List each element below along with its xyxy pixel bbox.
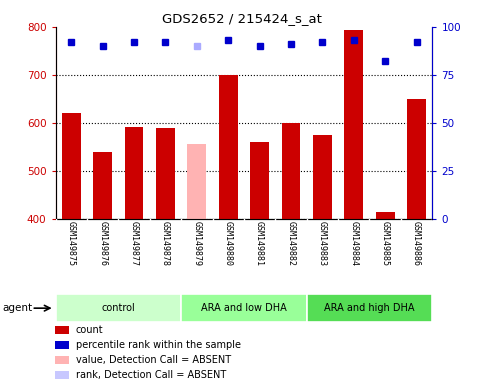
Bar — [344, 30, 363, 219]
Bar — [55, 356, 69, 364]
Bar — [62, 113, 81, 219]
Bar — [55, 341, 69, 349]
Text: control: control — [101, 303, 135, 313]
Text: percentile rank within the sample: percentile rank within the sample — [75, 340, 241, 350]
Text: GSM149885: GSM149885 — [381, 221, 390, 266]
Bar — [93, 152, 112, 219]
Bar — [181, 295, 307, 322]
Bar — [125, 127, 143, 219]
Bar — [282, 123, 300, 219]
Text: GSM149882: GSM149882 — [286, 221, 296, 266]
Text: GSM149883: GSM149883 — [318, 221, 327, 266]
Text: ARA and low DHA: ARA and low DHA — [201, 303, 287, 313]
Bar — [187, 144, 206, 219]
Bar — [156, 127, 175, 219]
Text: GSM149876: GSM149876 — [98, 221, 107, 266]
Text: GSM149886: GSM149886 — [412, 221, 421, 266]
Text: GSM149875: GSM149875 — [67, 221, 76, 266]
Text: rank, Detection Call = ABSENT: rank, Detection Call = ABSENT — [75, 370, 226, 380]
Text: GSM149884: GSM149884 — [349, 221, 358, 266]
Text: GSM149877: GSM149877 — [129, 221, 139, 266]
Text: GSM149878: GSM149878 — [161, 221, 170, 266]
Bar — [55, 371, 69, 379]
Text: value, Detection Call = ABSENT: value, Detection Call = ABSENT — [75, 355, 231, 365]
Bar — [55, 326, 69, 334]
Text: agent: agent — [2, 303, 32, 313]
Bar — [313, 135, 332, 219]
Text: GSM149879: GSM149879 — [192, 221, 201, 266]
Bar — [219, 75, 238, 219]
Text: count: count — [75, 325, 103, 335]
Bar — [56, 295, 181, 322]
Text: GDS2652 / 215424_s_at: GDS2652 / 215424_s_at — [161, 12, 322, 25]
Bar — [376, 212, 395, 219]
Bar — [307, 295, 432, 322]
Bar — [407, 99, 426, 219]
Text: GSM149881: GSM149881 — [255, 221, 264, 266]
Bar — [250, 142, 269, 219]
Text: GSM149880: GSM149880 — [224, 221, 233, 266]
Text: ARA and high DHA: ARA and high DHA — [324, 303, 415, 313]
